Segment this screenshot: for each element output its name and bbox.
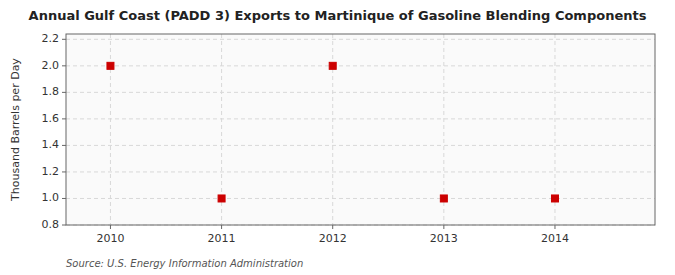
grid-line — [66, 39, 655, 40]
tick-label: 2014 — [541, 232, 569, 245]
point — [440, 195, 447, 202]
tick-label: 1.4 — [42, 138, 60, 151]
grid-line — [66, 171, 655, 172]
chart: 0.8 1.0 1.2 1.4 1.6 1.8 2.0 2.2 2010 2011 2012 2013… — [0, 0, 675, 275]
tick-label: 2.2 — [42, 32, 60, 45]
plot-area — [66, 34, 655, 225]
tick-label: 0.8 — [42, 218, 60, 231]
grid-line — [66, 145, 655, 146]
grid-line — [66, 118, 655, 119]
point — [551, 195, 558, 202]
tick-label: 1.2 — [42, 165, 60, 178]
tick — [221, 225, 222, 229]
tick — [62, 145, 66, 146]
title: Annual Gulf Coast (PADD 3) Exports to Ma… — [29, 8, 647, 23]
tick — [110, 225, 111, 229]
tick-label: 1.8 — [42, 85, 60, 98]
points — [107, 62, 559, 202]
tick — [62, 198, 66, 199]
tick — [62, 171, 66, 172]
tick — [62, 118, 66, 119]
tick — [332, 225, 333, 229]
tick — [62, 39, 66, 40]
tick — [62, 225, 66, 226]
tick — [62, 65, 66, 66]
axes: 0.8 1.0 1.2 1.4 1.6 1.8 2.0 2.2 2010 2011 2012 2013… — [42, 32, 656, 245]
tick — [62, 92, 66, 93]
tick — [554, 225, 555, 229]
point — [218, 195, 225, 202]
tick-label: 2010 — [96, 232, 124, 245]
tick-label: 2013 — [430, 232, 458, 245]
grid-line — [66, 65, 655, 66]
plot-frame — [66, 34, 655, 225]
source-note: Source: U.S. Energy Information Administ… — [66, 258, 303, 269]
tick-label: 1.6 — [42, 112, 60, 125]
tick-label: 1.0 — [42, 191, 60, 204]
tick-label: 2.0 — [42, 59, 60, 72]
tick-label: 2011 — [208, 232, 236, 245]
grid — [66, 34, 655, 225]
grid-line — [66, 198, 655, 199]
axis-label: Thousand Barrels per Day — [9, 58, 22, 202]
point — [329, 62, 336, 69]
point — [107, 62, 114, 69]
tick — [443, 225, 444, 229]
grid-line — [66, 92, 655, 93]
tick-label: 2012 — [319, 232, 347, 245]
